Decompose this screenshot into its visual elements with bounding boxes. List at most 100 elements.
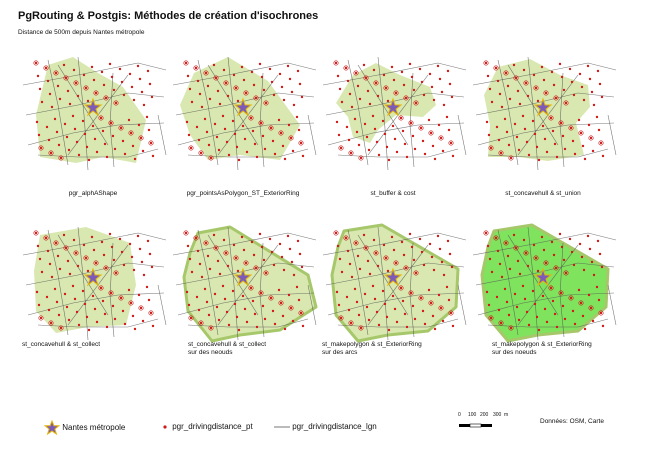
driving-distance-point (63, 292, 67, 296)
driving-distance-point (91, 294, 95, 298)
driving-distance-point (298, 82, 302, 86)
driving-distance-point (600, 95, 604, 99)
driving-distance-point (253, 142, 257, 146)
driving-distance-point (133, 157, 137, 161)
driving-distance-point (345, 295, 349, 299)
driving-distance-point (404, 266, 408, 270)
driving-distance-point (130, 255, 134, 259)
nantes-star-icon (383, 267, 403, 287)
driving-distance-point (207, 143, 211, 147)
map-panel-makepolygon-arcs: st_makepolygon & st_ExteriorRing sur des… (318, 215, 468, 380)
driving-distance-point (334, 231, 338, 235)
driving-distance-point-ring (53, 240, 59, 246)
driving-distance-point-ring (113, 100, 119, 106)
driving-distance-point (141, 319, 145, 323)
driving-distance-point (261, 134, 265, 138)
driving-distance-point (109, 121, 113, 125)
driving-distance-point (242, 78, 246, 82)
driving-distance-point (429, 301, 433, 305)
driving-distance-point (540, 65, 544, 69)
driving-distance-point (243, 137, 247, 141)
driving-distance-point-ring (38, 315, 44, 321)
driving-distance-point (146, 239, 150, 243)
driving-distance-point (77, 323, 81, 327)
driving-distance-point (451, 324, 455, 328)
driving-distance-point-ring (553, 265, 559, 271)
driving-distance-point (203, 117, 207, 121)
driving-distance-point (140, 260, 144, 264)
driving-distance-point (559, 291, 563, 295)
driving-distance-point (535, 145, 539, 149)
driving-distance-point (213, 122, 217, 126)
road-line (497, 59, 519, 166)
driving-distance-point (412, 258, 416, 262)
driving-distance-point (346, 249, 350, 253)
driving-distance-point-ring (353, 240, 359, 246)
driving-distance-point-ring (108, 120, 114, 126)
driving-distance-point (149, 311, 153, 315)
driving-distance-point (101, 129, 105, 133)
driving-distance-point (367, 318, 371, 322)
road-line (527, 56, 539, 171)
driving-distance-point (590, 260, 594, 264)
driving-distance-point (264, 101, 268, 105)
driving-distance-point (268, 67, 272, 71)
driving-distance-point (287, 123, 291, 127)
driving-distance-point (561, 134, 565, 138)
driving-distance-point-ring (398, 285, 404, 291)
driving-distance-point (526, 94, 530, 98)
driving-distance-point (281, 144, 285, 148)
driving-distance-point (561, 304, 565, 308)
driving-distance-point (81, 119, 85, 123)
driving-distance-point (142, 273, 146, 277)
driving-distance-point-ring (248, 115, 254, 121)
driving-distance-point (450, 265, 454, 269)
driving-distance-point (532, 73, 536, 77)
driving-distance-point (386, 269, 390, 273)
driving-distance-point (250, 240, 254, 244)
driving-distance-point (439, 306, 443, 310)
driving-distance-point (515, 305, 519, 309)
road-line (327, 122, 465, 146)
driving-distance-point (90, 65, 94, 69)
driving-distance-point (394, 261, 398, 265)
driving-distance-point (45, 295, 49, 299)
driving-distance-point-ring (558, 290, 564, 296)
driving-distance-point-ring (393, 90, 399, 96)
driving-distance-point (291, 149, 295, 153)
driving-distance-point (290, 90, 294, 94)
driving-distance-point (71, 114, 75, 118)
driving-distance-point-ring (213, 75, 219, 81)
driving-distance-point-ring (268, 295, 274, 301)
driving-distance-point (522, 238, 526, 242)
nantes-star-icon (83, 267, 103, 287)
driving-distance-point (517, 148, 521, 152)
driving-distance-point (399, 116, 403, 120)
legend-lines: pgr_drivingdistance_lgn (274, 422, 377, 432)
driving-distance-point (36, 74, 40, 78)
driving-distance-point (122, 263, 126, 267)
driving-distance-point (439, 136, 443, 140)
driving-distance-point-ring (483, 60, 489, 66)
driving-distance-point (68, 102, 72, 106)
driving-distance-point (118, 67, 122, 71)
driving-distance-point-ring (333, 60, 339, 66)
driving-distance-point (278, 242, 282, 246)
driving-distance-point (553, 312, 557, 316)
driving-distance-point (197, 138, 201, 142)
driving-distance-point (589, 136, 593, 140)
driving-distance-point (404, 96, 408, 100)
driving-distance-point (121, 139, 125, 143)
driving-distance-point (582, 268, 586, 272)
driving-distance-point (145, 115, 149, 119)
driving-distance-point-ring (263, 100, 269, 106)
driving-distance-point (188, 87, 192, 91)
driving-distance-point (300, 265, 304, 269)
map-panel-concave-collect: st_concavehull & st_collect (18, 215, 168, 380)
driving-distance-point (234, 256, 238, 260)
driving-distance-point (499, 151, 503, 155)
driving-distance-point (100, 70, 104, 74)
driving-distance-point (532, 243, 536, 247)
driving-distance-point-ring (248, 285, 254, 291)
driving-distance-point-ring (288, 135, 294, 141)
